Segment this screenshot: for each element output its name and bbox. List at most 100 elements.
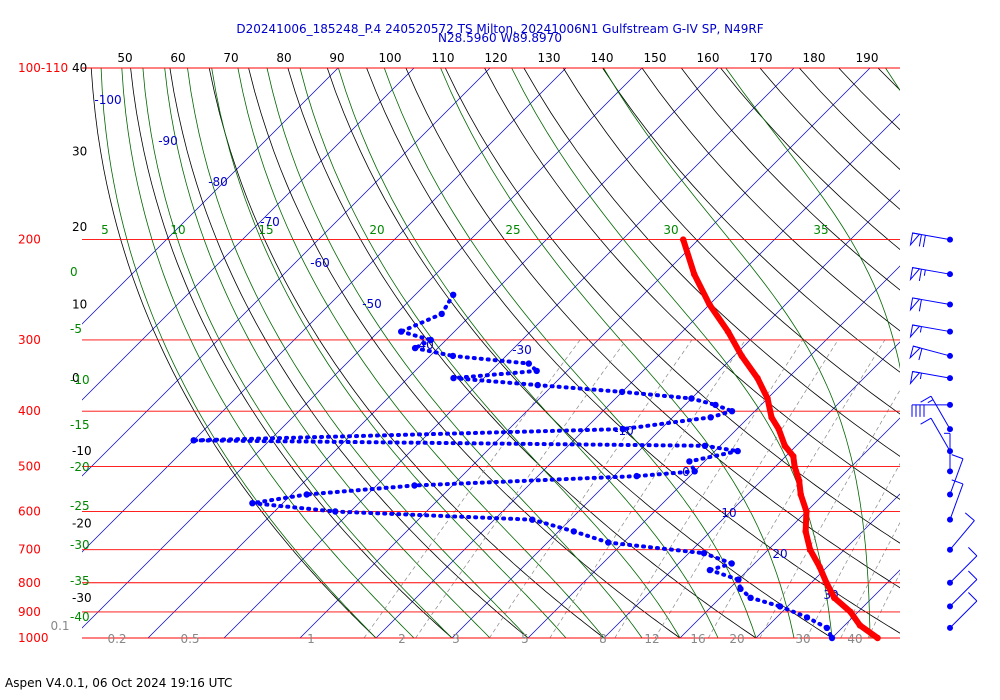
theta-label: 120 (485, 51, 508, 65)
wind-barb-full (920, 395, 932, 403)
moist-adiabat-line (142, 68, 453, 638)
temperature-segment (831, 594, 854, 615)
temperature-segment (706, 301, 732, 335)
theta-label: 140 (591, 51, 614, 65)
dewpoint-segment (824, 625, 834, 640)
temperature-segment (680, 236, 698, 278)
isotherm-line (984, 68, 1000, 638)
dry-adiabat-line (957, 68, 1000, 638)
isotherm-line (299, 68, 871, 638)
dewpoint-segment (451, 368, 539, 381)
dewpoint-segment (304, 483, 417, 497)
dewpoint-segment (620, 389, 694, 401)
dewpoint-segment (707, 561, 734, 573)
pressure-label: 1000 (18, 631, 49, 645)
moist-left-label: 0 (70, 265, 78, 279)
left-axis-label: 20 (72, 220, 87, 234)
wind-barb-full (951, 454, 964, 460)
dewpoint-segment (412, 474, 639, 488)
temperature-segment (802, 528, 814, 553)
dry-adiabat-line (996, 68, 1000, 638)
moist-left-label: -10 (70, 373, 90, 387)
dewpoint-segment (530, 517, 576, 534)
left-axis-label: 30 (72, 144, 87, 158)
mixing-ratio-label: 0.1 (50, 619, 69, 633)
dry-adiabat-line (444, 68, 900, 544)
left-axis-label: 0 (72, 371, 80, 385)
isotherm-label: -80 (208, 175, 228, 189)
dry-adiabat-line (838, 68, 900, 131)
isotherm-line (147, 68, 719, 638)
dewpoint-segment (571, 529, 611, 545)
mixing-ratio-label: 20 (729, 632, 744, 646)
isotherm-label: -100 (94, 93, 121, 107)
moist-adiabat-line (100, 68, 377, 638)
moist-adiabat-line (440, 68, 795, 638)
temperature-segment (802, 508, 810, 535)
theta-label: 80 (276, 51, 291, 65)
theta-label: 160 (697, 51, 720, 65)
moist-left-label: -30 (70, 538, 90, 552)
wind-barb-shaft (949, 483, 964, 520)
theta-label: 170 (750, 51, 773, 65)
isotherm-line (908, 68, 1000, 638)
wind-barb-full (918, 299, 922, 312)
left-axis-label: -30 (72, 591, 92, 605)
temperature-segment (797, 491, 810, 515)
dewpoint-segment (439, 292, 456, 316)
dewpoint-segment (451, 376, 540, 388)
isotherm-line (603, 341, 900, 638)
wind-barb-full (918, 234, 922, 247)
dry-adiabat-line (169, 68, 529, 638)
pressure-label: 400 (18, 404, 41, 418)
pressure-label: 800 (18, 576, 41, 590)
theta-label: 110 (432, 51, 455, 65)
dry-adiabat-line (641, 68, 900, 332)
mixing-ratio-line (489, 339, 693, 638)
pressure-label: 900 (18, 605, 41, 619)
moist-adiabat-line (121, 68, 415, 638)
moist-label: 5 (101, 223, 109, 237)
theta-label: 70 (223, 51, 238, 65)
dry-adiabat-line (680, 68, 900, 291)
wind-barb-flag (909, 370, 921, 386)
chart-title: D20241006_185248_P.4 240520572 TS Milton… (236, 22, 763, 36)
temperature-segment (725, 328, 745, 359)
dry-adiabat-line (523, 68, 900, 457)
mixing-ratio-line (654, 339, 839, 638)
moist-label: 10 (170, 223, 185, 237)
wind-barb-flag (909, 232, 921, 247)
dewpoint-segment (399, 311, 444, 334)
isotherm-line (375, 113, 900, 638)
theta-label: 50 (117, 51, 132, 65)
wind-barb-shaft (930, 417, 951, 452)
dewpoint-segment (333, 509, 535, 522)
isotherm-label: -30 (512, 343, 532, 357)
left-axis-label: 10 (72, 298, 87, 312)
pressure-label: 200 (18, 233, 41, 247)
pressure-label: 700 (18, 543, 41, 557)
isotherm-line (679, 417, 900, 638)
mixing-ratio-label: 30 (795, 632, 810, 646)
temperature-segment (691, 271, 713, 308)
mixing-ratio-line (919, 340, 1000, 638)
isotherm-line (527, 265, 900, 638)
mixing-ratio-line (363, 339, 581, 638)
moist-left-label: -15 (70, 418, 90, 432)
mixing-ratio-label: 16 (690, 632, 705, 646)
left-axis-label: 40 (72, 61, 87, 75)
left-axis-label: -10 (72, 444, 92, 458)
dewpoint-segment (738, 586, 753, 600)
wind-barb-flag (909, 297, 921, 312)
mixing-ratio-line (867, 572, 900, 638)
moist-adiabat-line (187, 68, 529, 638)
dry-adiabat-line (248, 68, 681, 638)
mixing-ratio-line (415, 339, 627, 638)
dry-adiabat-line (799, 68, 900, 170)
isotherm-line (755, 493, 900, 638)
wind-barb-shaft (949, 520, 975, 551)
wind-barb-full (918, 269, 922, 282)
isotherm-line (82, 68, 415, 401)
